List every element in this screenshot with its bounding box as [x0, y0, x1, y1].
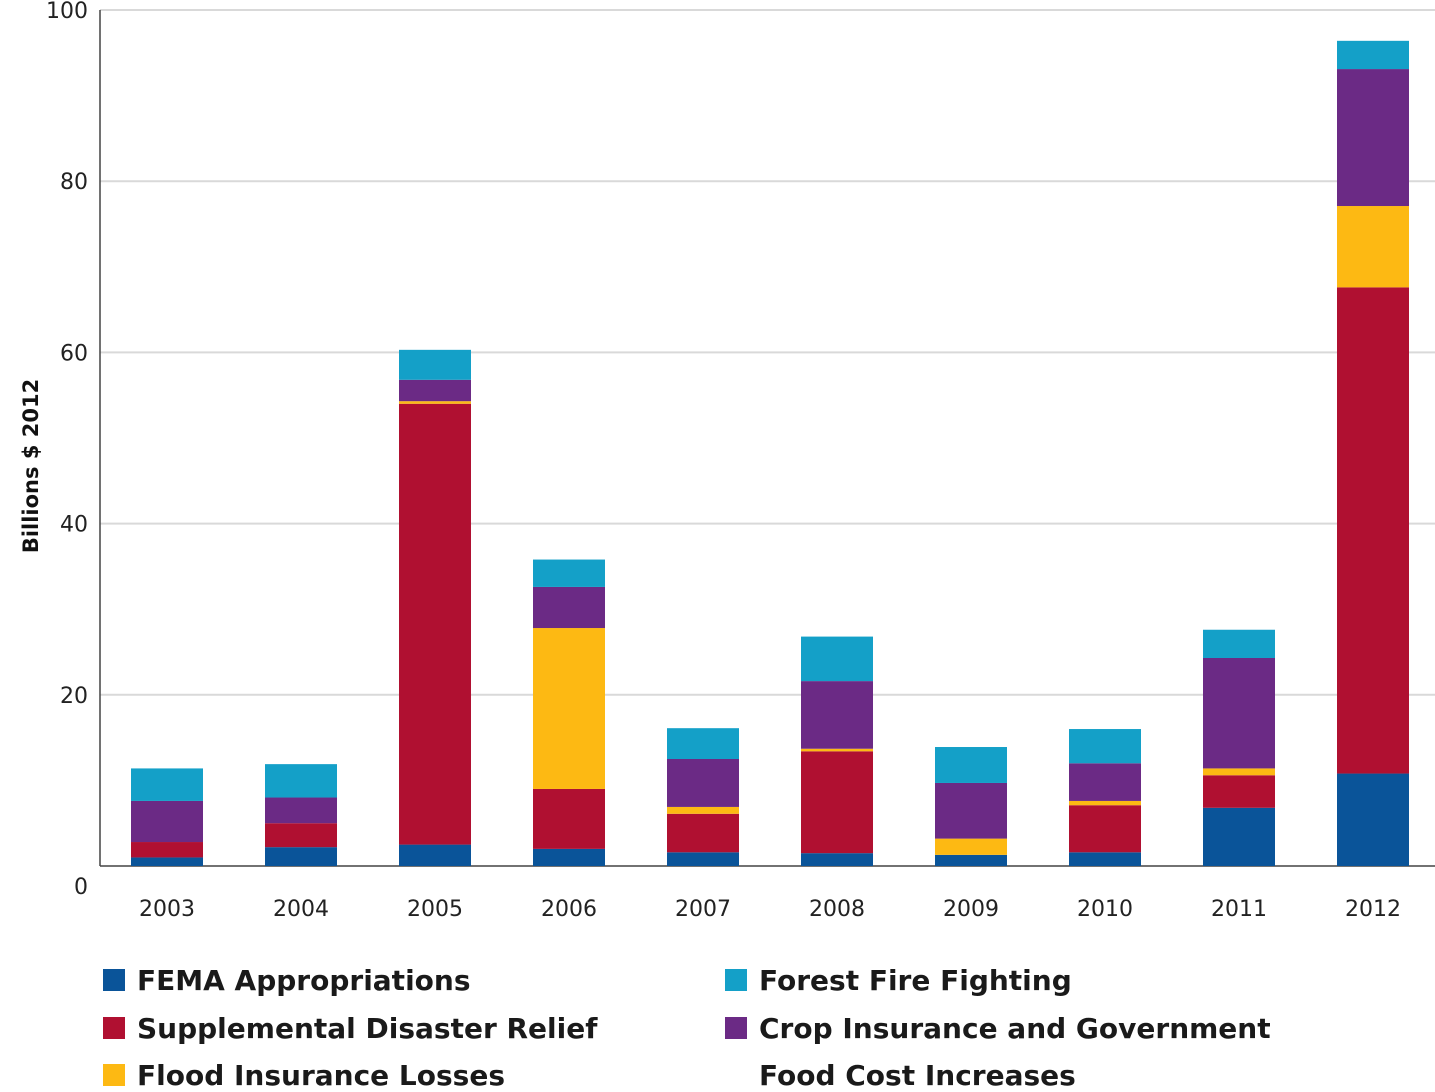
- legend-label-supplemental: Supplemental Disaster Relief: [137, 1011, 598, 1045]
- bar-segment-2004-1: [265, 823, 337, 848]
- bar-segment-2006-4: [533, 559, 605, 587]
- bar-segment-2011-3: [1203, 657, 1275, 769]
- bar-segment-2003-3: [131, 800, 203, 843]
- bar-segment-2012-4: [1337, 40, 1409, 70]
- legend-swatch-flood: [103, 1064, 125, 1086]
- bar-segment-2006-0: [533, 848, 605, 866]
- bar-segment-2010-0: [1069, 852, 1141, 866]
- bar-segment-2005-3: [399, 379, 471, 402]
- bar-segment-2011-1: [1203, 775, 1275, 808]
- bar-segment-2010-2: [1069, 800, 1141, 806]
- bar-segment-2003-1: [131, 842, 203, 858]
- x-tick-label: 2007: [675, 897, 731, 922]
- bar-segment-2005-4: [399, 349, 471, 380]
- bar-segment-2005-1: [399, 403, 471, 845]
- bar-segment-2012-3: [1337, 69, 1409, 207]
- x-tick-label: 2006: [541, 897, 597, 922]
- legend-swatch-forest: [725, 969, 747, 991]
- x-tick-label: 2005: [407, 897, 463, 922]
- bar-segment-2008-3: [801, 681, 873, 749]
- bar-segment-2011-4: [1203, 629, 1275, 658]
- legend-item-fema: FEMA Appropriations: [103, 963, 471, 997]
- legend-swatch-fema: [103, 969, 125, 991]
- x-tick-label: 2004: [273, 897, 329, 922]
- bar-segment-2008-4: [801, 636, 873, 682]
- y-tick-label: 40: [60, 513, 88, 538]
- bar-segment-2006-1: [533, 788, 605, 849]
- legend-label-fema: FEMA Appropriations: [137, 963, 471, 997]
- bar-segment-2011-2: [1203, 768, 1275, 776]
- bar-segment-2003-0: [131, 857, 203, 866]
- bar-segment-2011-0: [1203, 807, 1275, 866]
- bar-segment-2006-3: [533, 586, 605, 629]
- x-tick-label: 2009: [943, 897, 999, 922]
- bar-segment-2007-2: [667, 806, 739, 814]
- bar-segment-2012-0: [1337, 773, 1409, 866]
- legend-item-forest: Forest Fire Fighting: [725, 963, 1072, 997]
- bars: [131, 40, 1409, 866]
- bar-segment-2012-2: [1337, 206, 1409, 288]
- bar-segment-2004-0: [265, 847, 337, 866]
- bar-segment-2012-1: [1337, 287, 1409, 774]
- x-tick-label: 2011: [1211, 897, 1267, 922]
- bar-segment-2009-2: [935, 838, 1007, 855]
- x-tick-label: 2012: [1345, 897, 1401, 922]
- x-tick-label: 2003: [139, 897, 195, 922]
- bar-segment-2008-1: [801, 751, 873, 854]
- legend-label-crop-line2: Food Cost Increases: [759, 1058, 1076, 1092]
- legend-item-crop-line2: Food Cost Increases: [759, 1058, 1076, 1092]
- x-tick-label: 2008: [809, 897, 865, 922]
- legend-item-flood: Flood Insurance Losses: [103, 1058, 505, 1092]
- bar-segment-2010-4: [1069, 729, 1141, 764]
- y-tick-label: 100: [46, 0, 88, 24]
- bar-segment-2007-1: [667, 813, 739, 853]
- gridlines: [100, 9, 1435, 867]
- y-tick-label: 60: [60, 341, 88, 366]
- bar-segment-2004-4: [265, 764, 337, 798]
- legend-swatch-supplemental: [103, 1017, 125, 1039]
- x-axis-ticks: 2003 2004 2005 2006 2007 2008 2009 2010 2011 2012: [139, 897, 1401, 922]
- bar-segment-2010-1: [1069, 805, 1141, 853]
- x-tick-label: 2010: [1077, 897, 1133, 922]
- bar-segment-2007-3: [667, 759, 739, 807]
- y-axis-ticks: 0 20 40 60 80 100: [46, 0, 88, 900]
- bar-segment-2007-0: [667, 852, 739, 866]
- bar-segment-2005-0: [399, 844, 471, 866]
- bar-segment-2008-0: [801, 853, 873, 866]
- y-tick-label: 0: [74, 875, 88, 900]
- y-axis-label: Billions $ 2012: [19, 379, 43, 553]
- bar-segment-2003-4: [131, 768, 203, 801]
- bar-segment-2010-3: [1069, 763, 1141, 801]
- y-tick-label: 20: [60, 684, 88, 709]
- legend-swatch-crop: [725, 1017, 747, 1039]
- bar-segment-2008-2: [801, 748, 873, 752]
- bar-segment-2004-3: [265, 797, 337, 824]
- bar-segment-2005-2: [399, 401, 471, 404]
- legend-label-forest: Forest Fire Fighting: [759, 963, 1072, 997]
- legend-label-flood: Flood Insurance Losses: [137, 1058, 505, 1092]
- bar-segment-2009-3: [935, 782, 1007, 839]
- bar-segment-2007-4: [667, 728, 739, 759]
- bar-segment-2009-0: [935, 854, 1007, 866]
- legend-item-supplemental: Supplemental Disaster Relief: [103, 1011, 597, 1045]
- legend-label-crop-line1: Crop Insurance and Government: [759, 1011, 1271, 1045]
- bar-segment-2006-2: [533, 628, 605, 789]
- y-tick-label: 80: [60, 170, 88, 195]
- legend-item-crop: Crop Insurance and Government: [725, 1011, 1271, 1045]
- bar-segment-2009-4: [935, 747, 1007, 783]
